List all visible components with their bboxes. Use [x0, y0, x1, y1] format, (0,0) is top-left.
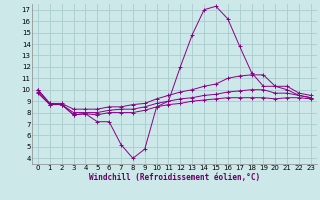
X-axis label: Windchill (Refroidissement éolien,°C): Windchill (Refroidissement éolien,°C) — [89, 173, 260, 182]
